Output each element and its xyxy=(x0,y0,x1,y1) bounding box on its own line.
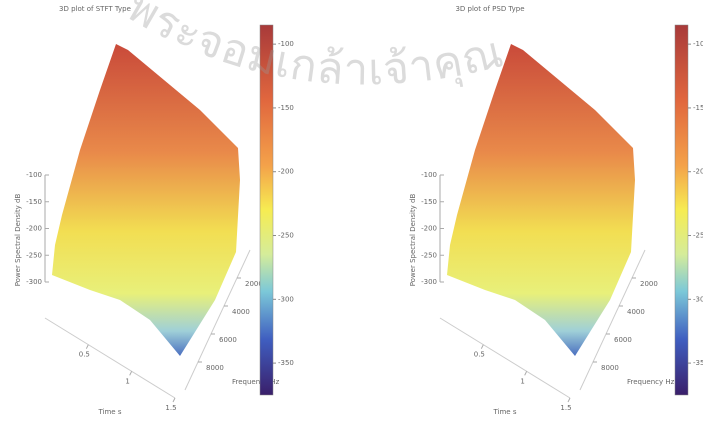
x-axis-label: Time s xyxy=(97,408,121,416)
y-axis-label: Frequency Hz xyxy=(232,378,280,386)
y-tick-label: 2000 xyxy=(245,280,263,288)
colorbar-tick-label: -250 xyxy=(278,232,294,240)
watermark: พระจอมเกล้าเจ้าคุณ xyxy=(119,0,508,96)
z-tick-label: -150 xyxy=(26,198,42,206)
colorbar xyxy=(259,24,274,396)
z-tick-label: -200 xyxy=(421,225,437,233)
z-tick-label: -250 xyxy=(26,251,42,259)
z-tick-label: -200 xyxy=(26,225,42,233)
surface xyxy=(52,44,240,356)
z-tick-label: -300 xyxy=(26,278,42,286)
colorbar-tick-label: -350 xyxy=(278,359,294,367)
colorbar-tick-label: -100 xyxy=(278,40,294,48)
x-tick xyxy=(172,397,176,403)
colorbar-tick-label: -300 xyxy=(693,295,703,303)
y-axis-label: Frequency Hz xyxy=(627,378,675,386)
y-tick-label: 6000 xyxy=(219,336,237,344)
y-tick-label: 2000 xyxy=(640,280,658,288)
x-tick xyxy=(567,397,571,403)
x-axis xyxy=(439,317,571,399)
x-tick-label: 1.5 xyxy=(560,404,571,412)
surface xyxy=(447,44,635,356)
x-tick-label: 0.5 xyxy=(79,351,90,359)
watermark-text: พระจอมเกล้าเจ้าคุณ xyxy=(119,0,508,96)
y-tick-label: 4000 xyxy=(232,308,250,316)
surface-plot: -100 -150 -200 -250 -300 Power Spectral Densi… xyxy=(409,5,703,416)
colorbar-tick-label: -150 xyxy=(278,104,294,112)
z-tick-label: -250 xyxy=(421,251,437,259)
colorbar-tick-label: -150 xyxy=(693,104,703,112)
x-tick xyxy=(524,371,528,376)
colorbar xyxy=(674,24,689,396)
x-tick-label: 1.5 xyxy=(165,404,176,412)
z-tick-label: -300 xyxy=(421,278,437,286)
x-tick-label: 1 xyxy=(125,377,129,385)
x-tick-label: 1 xyxy=(520,377,524,385)
z-tick-label: -100 xyxy=(421,171,437,179)
y-axis xyxy=(184,249,251,391)
chart-title: 3D plot of STFT Type xyxy=(59,5,131,13)
z-axis-label: Power Spectral Density dB xyxy=(14,194,22,287)
colorbar-tick-label: -300 xyxy=(278,295,294,303)
y-tick-label: 8000 xyxy=(206,364,224,372)
x-tick xyxy=(480,344,484,349)
colorbar-tick-label: -350 xyxy=(693,359,703,367)
x-tick xyxy=(129,371,133,376)
z-tick-label: -100 xyxy=(26,171,42,179)
colorbar-tick-label: -250 xyxy=(693,232,703,240)
colorbar-tick-label: -100 xyxy=(693,40,703,48)
x-axis-label: Time s xyxy=(492,408,516,416)
x-tick-label: 0.5 xyxy=(474,351,485,359)
panels: -100 -150 -200 -250 -300 Power Spectral Densi… xyxy=(14,5,703,416)
y-tick-label: 8000 xyxy=(601,364,619,372)
z-axis-label: Power Spectral Density dB xyxy=(409,194,417,287)
y-tick-label: 6000 xyxy=(614,336,632,344)
colorbar-tick-label: -200 xyxy=(278,168,294,176)
x-tick xyxy=(85,344,89,349)
z-tick-label: -150 xyxy=(421,198,437,206)
chart-title: 3D plot of PSD Type xyxy=(455,5,524,13)
y-axis xyxy=(579,249,646,391)
y-tick-label: 4000 xyxy=(627,308,645,316)
colorbar-tick-label: -200 xyxy=(693,168,703,176)
surface-plot: -100 -150 -200 -250 -300 Power Spectral Densi… xyxy=(14,5,294,416)
x-axis xyxy=(44,317,176,399)
